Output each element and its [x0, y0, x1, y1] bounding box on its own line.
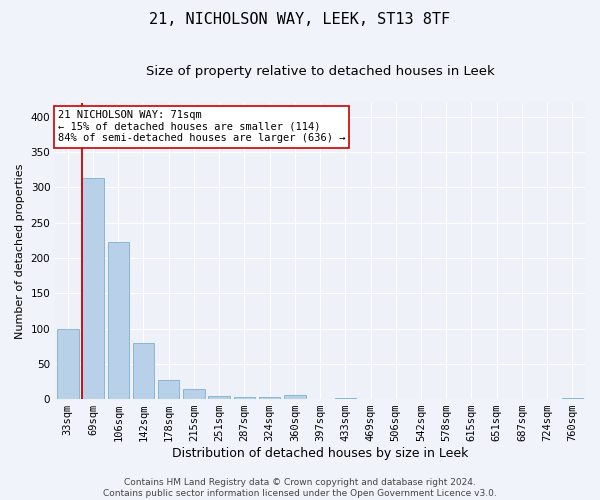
Y-axis label: Number of detached properties: Number of detached properties: [15, 163, 25, 338]
Bar: [233, 397, 255, 399]
Bar: [158, 380, 179, 399]
Bar: [335, 398, 356, 399]
Text: Contains HM Land Registry data © Crown copyright and database right 2024.
Contai: Contains HM Land Registry data © Crown c…: [103, 478, 497, 498]
Bar: [133, 342, 154, 399]
Bar: [284, 395, 305, 399]
Text: 21 NICHOLSON WAY: 71sqm
← 15% of detached houses are smaller (114)
84% of semi-d: 21 NICHOLSON WAY: 71sqm ← 15% of detache…: [58, 110, 346, 144]
Bar: [208, 396, 230, 399]
Bar: [259, 397, 280, 399]
Bar: [183, 389, 205, 399]
X-axis label: Distribution of detached houses by size in Leek: Distribution of detached houses by size …: [172, 447, 468, 460]
Bar: [562, 398, 583, 399]
Title: Size of property relative to detached houses in Leek: Size of property relative to detached ho…: [146, 65, 494, 78]
Bar: [57, 329, 79, 399]
Bar: [107, 242, 129, 399]
Text: 21, NICHOLSON WAY, LEEK, ST13 8TF: 21, NICHOLSON WAY, LEEK, ST13 8TF: [149, 12, 451, 28]
Bar: [82, 178, 104, 399]
